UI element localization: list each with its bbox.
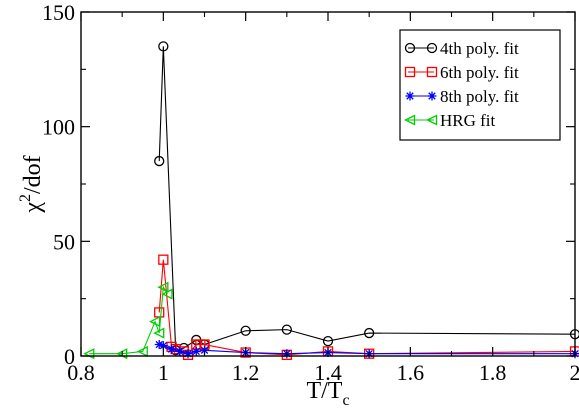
legend-marker bbox=[404, 66, 416, 78]
data-point bbox=[158, 341, 168, 351]
legend-item: 6th poly. fit bbox=[404, 63, 519, 82]
legend-marker bbox=[404, 42, 416, 54]
series-line bbox=[89, 285, 168, 355]
x-tick-label: 1.4 bbox=[314, 360, 342, 385]
data-point bbox=[149, 316, 161, 328]
legend-item: 4th poly. fit bbox=[404, 39, 519, 58]
series-line bbox=[158, 259, 576, 356]
y-axis-title: χ2/dof bbox=[17, 155, 46, 213]
legend-marker bbox=[426, 114, 438, 126]
legend-marker bbox=[426, 42, 438, 54]
series-2 bbox=[154, 254, 579, 361]
legend-marker bbox=[426, 66, 438, 78]
data-point bbox=[157, 281, 169, 293]
data-point bbox=[161, 288, 173, 300]
legend-label: HRG fit bbox=[440, 111, 496, 130]
legend-label: 6th poly. fit bbox=[440, 63, 519, 82]
legend: 4th poly. fit 6th poly. fit 8th poly. fit H… bbox=[399, 29, 561, 141]
legend-items: 4th poly. fit 6th poly. fit 8th poly. fit H… bbox=[404, 39, 519, 130]
legend-label: 8th poly. fit bbox=[440, 87, 519, 106]
y-axis-title-superscript: 2 bbox=[17, 194, 34, 202]
legend-item: HRG fit bbox=[404, 111, 496, 130]
legend-marker bbox=[427, 91, 437, 101]
data-point bbox=[154, 340, 164, 350]
x-tick-label: 1.6 bbox=[397, 360, 425, 385]
x-axis-title: T/Tc bbox=[306, 378, 349, 409]
legend-marker bbox=[404, 114, 416, 126]
data-point bbox=[240, 325, 251, 336]
y-tick-label: 150 bbox=[42, 0, 75, 25]
data-point bbox=[158, 254, 169, 265]
x-tick-label: 1.2 bbox=[232, 360, 260, 385]
legend-item: 8th poly. fit bbox=[405, 87, 519, 106]
x-tick-label: 1 bbox=[158, 360, 169, 385]
data-point bbox=[183, 349, 193, 359]
x-tick-label: 1.8 bbox=[479, 360, 507, 385]
data-point bbox=[322, 335, 334, 347]
data-point bbox=[191, 346, 201, 356]
data-point bbox=[154, 155, 165, 167]
y-tick-label: 50 bbox=[53, 229, 75, 254]
y-tick-label: 0 bbox=[64, 344, 75, 369]
axis-ticks bbox=[80, 11, 576, 357]
legend-marker bbox=[405, 91, 415, 101]
data-point bbox=[136, 345, 148, 357]
data-point bbox=[153, 327, 165, 339]
axis-tick-labels: 0.8 1 1.2 1.4 1.6 1.8 2 0 50 100 150 bbox=[42, 0, 579, 385]
data-point bbox=[200, 345, 209, 355]
y-tick-label: 100 bbox=[42, 115, 75, 140]
data-point bbox=[364, 327, 375, 339]
legend-label: 4th poly. fit bbox=[440, 39, 519, 58]
x-axis-title-main: T/T bbox=[306, 378, 342, 404]
data-point bbox=[281, 324, 292, 335]
data-point bbox=[167, 344, 177, 354]
y-axis-title-rest: /dof bbox=[20, 155, 46, 194]
y-axis-title-main: χ bbox=[20, 202, 46, 214]
x-tick-label: 0.8 bbox=[67, 360, 95, 385]
data-point bbox=[158, 41, 169, 52]
data-point bbox=[175, 346, 185, 356]
x-axis-title-subscript: c bbox=[342, 392, 349, 409]
x-tick-label: 2 bbox=[570, 360, 579, 385]
